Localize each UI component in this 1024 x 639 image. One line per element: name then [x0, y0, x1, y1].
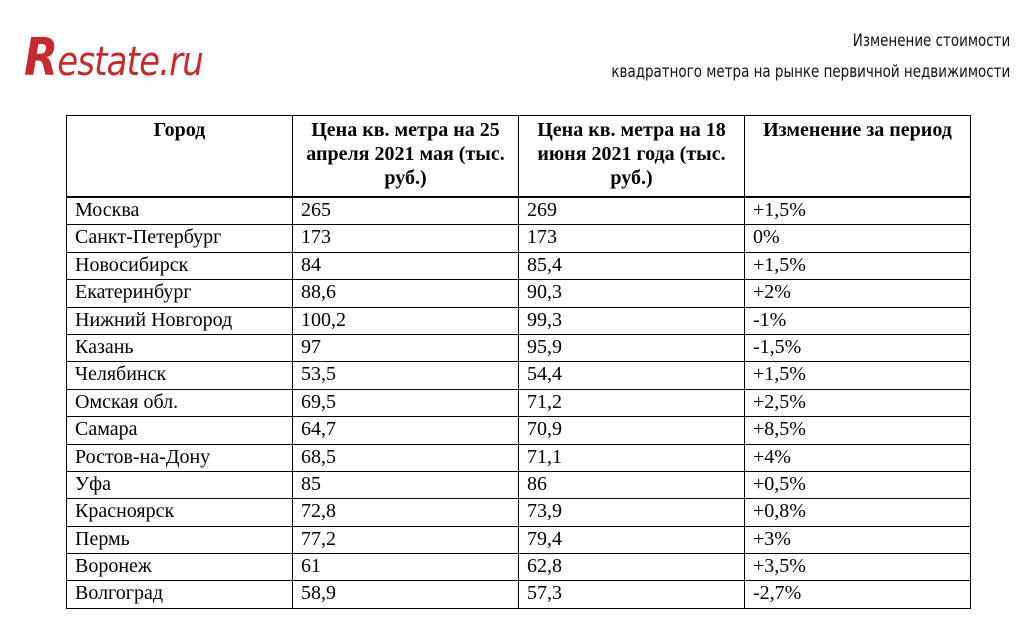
table-cell: +1,5% — [744, 251, 971, 281]
price-table: Город Цена кв. метра на 25 апреля 2021 ма… — [66, 115, 971, 609]
table-cell: 84 — [292, 251, 519, 281]
table-cell: +1,5% — [744, 361, 971, 390]
table-cell: Воронеж — [66, 553, 293, 582]
table-cell: 99,3 — [518, 306, 745, 335]
table-cell: 88,6 — [292, 279, 519, 308]
table-cell: 85,4 — [518, 251, 745, 281]
table-cell: +2,5% — [744, 388, 971, 418]
table-row: Новосибирск 84 85,4 +1,5% — [66, 251, 971, 281]
table-cell: 77,2 — [292, 525, 519, 555]
title-line: Изменение стоимости — [852, 31, 1010, 51]
table-cell: +0,5% — [744, 470, 971, 500]
table-cell: 269 — [518, 196, 745, 226]
table-cell: 90,3 — [518, 279, 745, 308]
table-cell: Челябинск — [66, 361, 293, 390]
table-cell: Нижний Новгород — [66, 306, 293, 335]
table-cell: 71,1 — [518, 443, 745, 472]
table-cell: -1,5% — [744, 333, 971, 363]
table-cell: 64,7 — [292, 416, 519, 445]
table-row: Омская обл. 69,5 71,2 +2,5% — [66, 388, 971, 418]
table-cell: Санкт-Петербург — [66, 224, 293, 253]
table-cell: -1% — [744, 306, 971, 335]
table-row: Казань 97 95,9 -1,5% — [66, 333, 971, 363]
table-cell: 73,9 — [518, 498, 745, 527]
table-cell: Красноярск — [66, 498, 293, 527]
title: Изменение стоимости квадратного метра на… — [611, 26, 1010, 88]
table-cell: +8,5% — [744, 416, 971, 445]
table-row: Санкт-Петербург 173 173 0% — [66, 224, 971, 253]
table-row: Челябинск 53,5 54,4 +1,5% — [66, 361, 971, 390]
table-cell: +0,8% — [744, 498, 971, 527]
table-cell: 70,9 — [518, 416, 745, 445]
table-cell: 0% — [744, 224, 971, 253]
table-row: Нижний Новгород 100,2 99,3 -1% — [66, 306, 971, 335]
table-cell: Ростов-на-Дону — [66, 443, 293, 472]
table-cell: 69,5 — [292, 388, 519, 418]
table-cell: 57,3 — [518, 580, 745, 609]
table-cell: 85 — [292, 470, 519, 500]
table-row: Екатеринбург 88,6 90,3 +2% — [66, 279, 971, 308]
table-row: Москва 265 269 +1,5% — [66, 196, 971, 226]
table-cell: 71,2 — [518, 388, 745, 418]
table-cell: +4% — [744, 443, 971, 472]
table-cell: 61 — [292, 553, 519, 582]
table-cell: Москва — [66, 196, 293, 226]
table-cell: 86 — [518, 470, 745, 500]
table-row: Волгоград 58,9 57,3 -2,7% — [66, 580, 971, 609]
table-cell: Волгоград — [66, 580, 293, 609]
table-row: Уфа 85 86 +0,5% — [66, 470, 971, 500]
table-row: Пермь 77,2 79,4 +3% — [66, 525, 971, 555]
table-cell: +3,5% — [744, 553, 971, 582]
table-cell: Екатеринбург — [66, 279, 293, 308]
table-cell: 58,9 — [292, 580, 519, 609]
table-cell: 95,9 — [518, 333, 745, 363]
logo: Restate.ru — [24, 28, 204, 88]
column-header: Цена кв. метра на 18 июня 2021 года (тыс… — [518, 115, 745, 198]
table-row: Красноярск 72,8 73,9 +0,8% — [66, 498, 971, 527]
table-cell: Омская обл. — [66, 388, 293, 418]
table-cell: 97 — [292, 333, 519, 363]
table-cell: 68,5 — [292, 443, 519, 472]
table-row: Воронеж 61 62,8 +3,5% — [66, 553, 971, 582]
table-cell: 265 — [292, 196, 519, 226]
table-cell: +1,5% — [744, 196, 971, 226]
table-cell: -2,7% — [744, 580, 971, 609]
table-cell: 54,4 — [518, 361, 745, 390]
table-cell: 79,4 — [518, 525, 745, 555]
table-cell: Пермь — [66, 525, 293, 555]
table-cell: 53,5 — [292, 361, 519, 390]
table-row: Ростов-на-Дону 68,5 71,1 +4% — [66, 443, 971, 472]
table-cell: 100,2 — [292, 306, 519, 335]
table-cell: Уфа — [66, 470, 293, 500]
table-body: Москва 265 269 +1,5% Санкт-Петербург 173 173 0%… — [66, 196, 971, 609]
table-cell: +3% — [744, 525, 971, 555]
table-cell: 72,8 — [292, 498, 519, 527]
table-cell: 173 — [292, 224, 519, 253]
title-line: квадратного метра на рынке первичной нед… — [611, 62, 1010, 82]
column-header: Цена кв. метра на 25 апреля 2021 мая (ты… — [292, 115, 519, 198]
header-row: Город Цена кв. метра на 25 апреля 2021 ма… — [66, 115, 971, 198]
table-cell: 173 — [518, 224, 745, 253]
table-cell: +2% — [744, 279, 971, 308]
table-cell: 62,8 — [518, 553, 745, 582]
column-header: Город — [66, 115, 293, 198]
table-cell: Самара — [66, 416, 293, 445]
table-row: Самара 64,7 70,9 +8,5% — [66, 416, 971, 445]
table-cell: Казань — [66, 333, 293, 363]
column-header: Изменение за период — [744, 115, 971, 198]
table-cell: Новосибирск — [66, 251, 293, 281]
